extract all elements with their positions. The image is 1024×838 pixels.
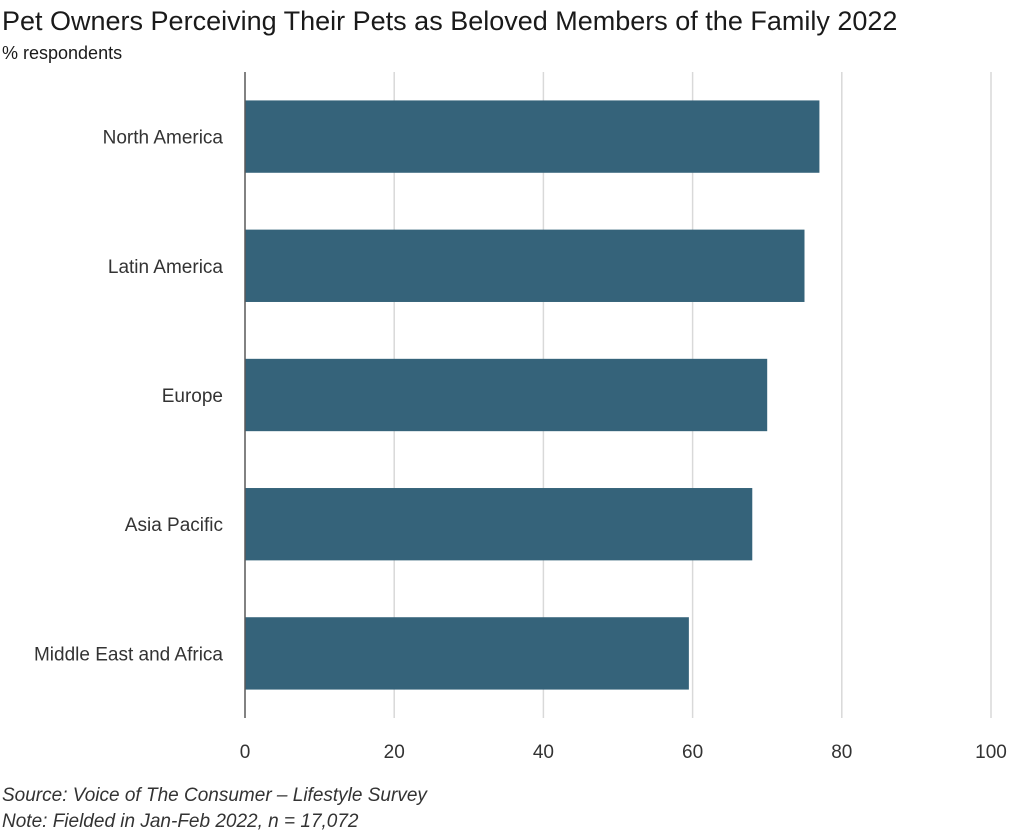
chart-title: Pet Owners Perceiving Their Pets as Belo… [2,6,898,36]
category-label: Europe [162,386,223,407]
bar [245,358,768,432]
bar [245,100,820,173]
category-label: Latin America [108,257,224,278]
fielding-note: Note: Fielded in Jan-Feb 2022, n = 17,07… [2,811,359,832]
x-tick-label: 0 [240,742,251,763]
x-tick-label: 20 [384,742,405,763]
x-tick-label: 60 [682,742,703,763]
bars [245,100,820,690]
category-label: Middle East and Africa [34,644,223,665]
x-tick-label: 100 [975,742,1007,763]
x-tick-label: 40 [533,742,554,763]
source-note: Source: Voice of The Consumer – Lifestyl… [2,785,427,806]
bar [245,617,689,690]
chart-subtitle: % respondents [2,43,123,63]
x-tick-label: 80 [831,742,852,763]
category-label: Asia Pacific [125,515,223,536]
tick-labels: 0 20 40 60 80 100 [240,742,1007,763]
bar-chart: North America Latin America Europe Asia Pac… [34,72,1007,763]
bar [245,488,753,561]
category-label: North America [103,128,224,149]
bar [245,229,805,302]
category-labels: North America Latin America Europe Asia Pac… [34,128,223,666]
